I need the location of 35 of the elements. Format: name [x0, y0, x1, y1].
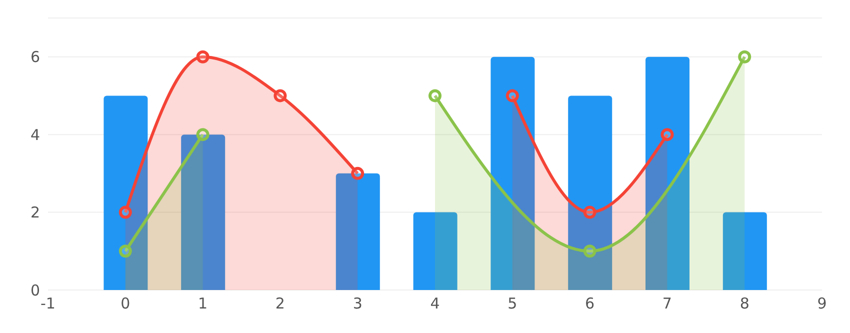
point: [428, 89, 442, 102]
y-tick-label: 4: [30, 126, 40, 144]
bar: [722, 212, 767, 290]
x-tick-label: 9: [817, 294, 827, 313]
y-tick-label: 6: [30, 48, 40, 66]
x-tick-label: 1: [198, 294, 208, 313]
y-tick-label: 0: [30, 281, 40, 300]
x-tick-label: 0: [120, 294, 130, 313]
x-tick-label: 6: [585, 294, 595, 313]
point: [583, 206, 596, 219]
x-tick-label: 5: [508, 294, 518, 313]
point: [274, 89, 287, 102]
point: [118, 206, 132, 219]
point: [196, 128, 210, 142]
x-tick-label: 2: [275, 294, 285, 313]
point: [660, 128, 674, 142]
bar: [490, 56, 535, 290]
bar: [104, 96, 148, 290]
point: [196, 50, 210, 64]
bar: [336, 173, 380, 290]
point: [506, 89, 519, 102]
y-tick-label: 2: [30, 204, 40, 222]
x-tick-label: 3: [352, 294, 362, 313]
bar: [646, 56, 690, 290]
bar: [413, 212, 458, 290]
point: [351, 166, 364, 180]
bar: [568, 96, 612, 290]
bar: [181, 134, 226, 290]
x-tick-label: -1: [40, 294, 56, 313]
point: [118, 244, 132, 258]
point: [738, 50, 752, 64]
x-tick-label: 7: [662, 294, 672, 313]
x-tick-label: 4: [430, 294, 440, 313]
point: [583, 244, 596, 258]
x-tick-label: 8: [740, 294, 750, 313]
